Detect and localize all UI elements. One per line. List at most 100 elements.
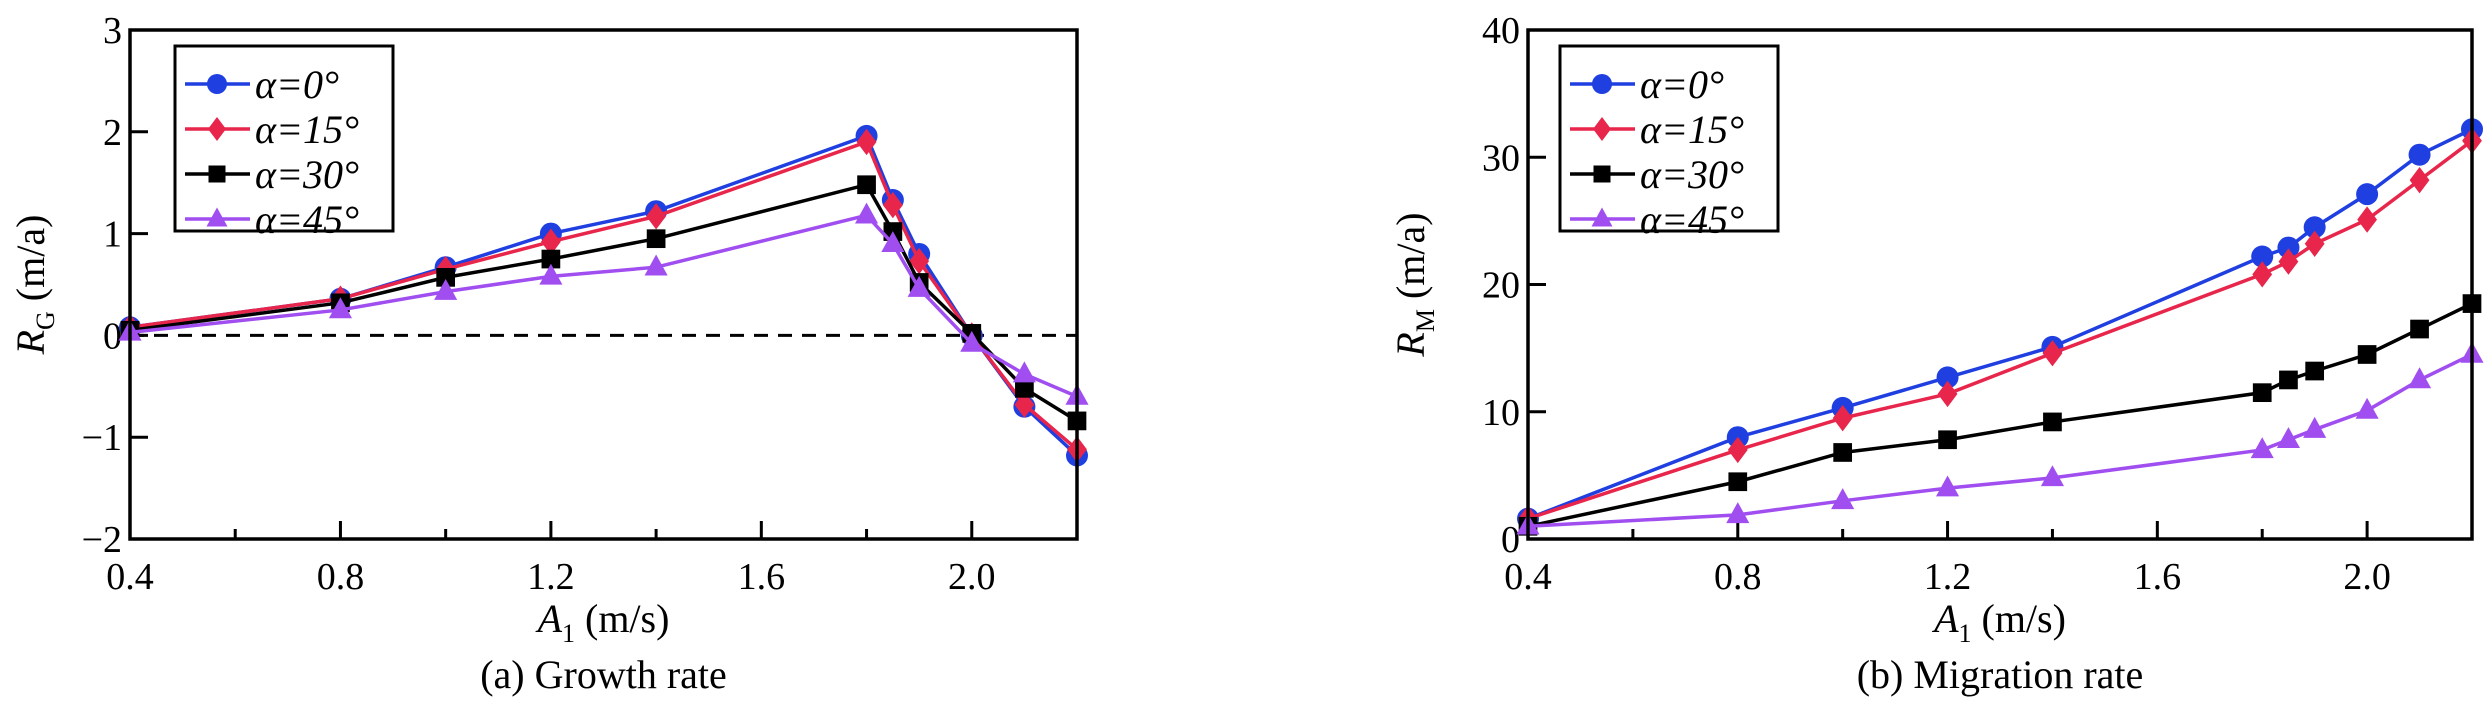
y-tick-label: −2 [82, 519, 122, 561]
data-point [1726, 502, 1750, 524]
legend: α=0°α=15°α=30°α=45° [1558, 44, 1780, 242]
data-point [541, 249, 561, 269]
data-point [960, 330, 984, 352]
legend-marker-square-icon [1593, 165, 1611, 183]
y-tick-label: 3 [103, 10, 122, 52]
data-point [2252, 383, 2272, 403]
data-point [881, 231, 905, 253]
legend-marker-diamond-icon [1593, 117, 1611, 141]
y-axis-label-unit: (m/a) [8, 215, 53, 312]
legend-marker-square-icon [208, 165, 226, 183]
data-point [1833, 443, 1853, 462]
data-point [1938, 430, 1957, 450]
y-tick-label: −1 [82, 417, 122, 459]
x-axis-label: A1 (m/s) [1931, 596, 2066, 648]
series-line [1527, 302, 2473, 528]
legend-label: α=0° [1640, 62, 1724, 107]
series-square [1518, 294, 2482, 536]
x-tick-label: 1.2 [527, 556, 575, 598]
data-point [1727, 436, 1748, 464]
data-point [2250, 437, 2274, 459]
data-point [2408, 143, 2431, 166]
y-axis-label-main: R [8, 330, 53, 355]
data-point [2408, 367, 2432, 389]
data-point [328, 297, 352, 319]
data-point [2279, 370, 2298, 390]
legend: α=0°α=15°α=30°α=45° [173, 44, 395, 242]
legend-label: α=30° [255, 152, 359, 197]
data-point [1014, 391, 1035, 418]
x-axis-label-main: A [1931, 596, 1959, 641]
x-tick-label: 1.6 [738, 556, 786, 598]
data-point [1832, 404, 1853, 432]
data-point [1012, 361, 1036, 383]
x-tick-label: 1.6 [2134, 556, 2182, 598]
x-tick-label: 1.2 [1924, 556, 1972, 598]
data-point [539, 263, 563, 285]
legend-label: α=45° [1640, 197, 1744, 242]
x-axis-label-sub: 1 [562, 619, 575, 648]
x-tick-label: 0.4 [106, 556, 154, 598]
data-point [644, 254, 668, 276]
legend-marker-triangle-icon [206, 207, 228, 227]
legend-label: α=0° [255, 62, 339, 107]
legend-marker-diamond-icon [208, 117, 226, 141]
data-point [2043, 412, 2062, 432]
y-axis-label-sub: M [1411, 309, 1440, 332]
data-point [2409, 166, 2430, 194]
x-tick-label: 0.8 [317, 556, 365, 598]
subfigure-caption: (a) Growth rate [480, 652, 727, 697]
series-triangle [1516, 341, 2484, 535]
data-point [1937, 380, 1958, 408]
y-tick-label: 1 [103, 214, 122, 256]
x-tick-label: 2.0 [2343, 556, 2391, 598]
legend-marker-circle-icon [1592, 74, 1612, 94]
series-line [129, 213, 1078, 399]
y-axis-label: RM (m/a) [1388, 212, 1440, 357]
y-axis-label-sub: G [31, 311, 60, 330]
x-tick-label: 0.8 [1714, 556, 1762, 598]
x-tick-label: 2.0 [948, 556, 996, 598]
data-point [907, 275, 931, 297]
legend-label: α=45° [255, 197, 359, 242]
chart-a: 0.4 0.8 1.2 1.6 2.0 −2 −1 0 1 2 3 α=0°α=15°α=30°α=4… [8, 10, 1089, 697]
data-point [1936, 366, 1959, 389]
legend-marker-triangle-icon [1591, 207, 1613, 227]
legend-label: α=30° [1640, 152, 1744, 197]
y-tick-label: 10 [1482, 392, 1520, 434]
plot-frame [1526, 28, 2474, 541]
y-tick-label: 0 [103, 315, 122, 357]
data-point [1936, 475, 1960, 497]
legend-marker-circle-icon [207, 74, 227, 94]
data-point [2276, 427, 2300, 448]
data-point [436, 268, 456, 287]
data-point [2357, 345, 2377, 364]
x-axis-label-main: A [535, 596, 563, 641]
data-point [2278, 248, 2299, 275]
y-axis-label-unit: (m/a) [1388, 212, 1433, 309]
plot-frame [128, 28, 1079, 541]
y-axis-label-main: R [1388, 332, 1433, 357]
data-point [2356, 183, 2379, 206]
legend-label: α=15° [1640, 107, 1744, 152]
chart-b: 0.4 0.8 1.2 1.6 2.0 0 10 20 30 40 α=0°α=15°α=30°α=… [1388, 10, 2484, 697]
data-point [1831, 488, 1855, 510]
data-point [2304, 230, 2325, 257]
data-point [2252, 261, 2273, 288]
series-triangle [118, 202, 1089, 405]
data-point [855, 202, 879, 224]
data-point [646, 229, 666, 249]
data-point [434, 278, 458, 300]
data-point [857, 175, 876, 195]
data-point [1015, 378, 1034, 398]
y-tick-label: 0 [1501, 519, 1520, 561]
y-axis-label: RG (m/a) [8, 215, 60, 356]
data-point [909, 247, 930, 275]
x-axis-label-sub: 1 [1959, 619, 1972, 648]
data-point [882, 191, 903, 219]
data-point [1728, 472, 1748, 492]
series-line [1527, 352, 2473, 529]
data-point [2040, 465, 2064, 487]
x-axis-label-unit: (m/s) [1972, 596, 2066, 641]
